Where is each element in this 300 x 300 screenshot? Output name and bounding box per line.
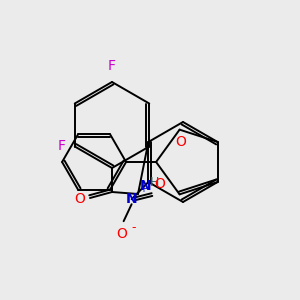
Text: O: O bbox=[154, 177, 166, 191]
Text: N: N bbox=[126, 192, 137, 206]
Text: H: H bbox=[150, 176, 159, 189]
Text: +: + bbox=[139, 184, 147, 194]
Text: N: N bbox=[140, 179, 152, 193]
Text: -: - bbox=[132, 221, 136, 234]
Text: O: O bbox=[74, 192, 85, 206]
Text: F: F bbox=[108, 59, 116, 73]
Text: O: O bbox=[175, 135, 186, 148]
Text: O: O bbox=[116, 227, 127, 241]
Text: F: F bbox=[58, 140, 66, 154]
